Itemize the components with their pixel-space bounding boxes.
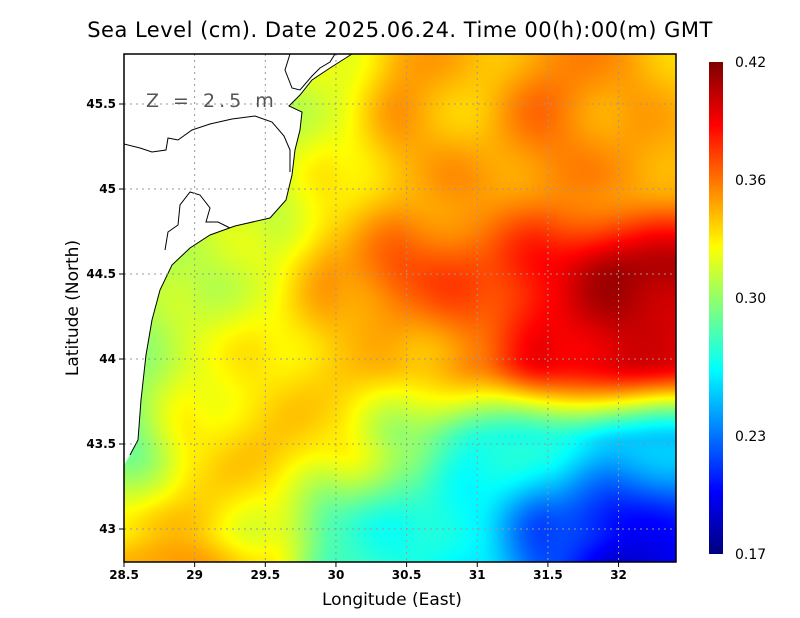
- x-tick-label: 32: [610, 568, 627, 582]
- colorbar-tick-label: 0.17: [735, 547, 766, 563]
- colorbar-tick-label: 0.30: [735, 291, 766, 307]
- coastline: [129, 53, 353, 456]
- map-title: Sea Level (cm). Date 2025.06.24. Time 00…: [87, 18, 713, 42]
- y-tick-label: 44.5: [86, 267, 116, 281]
- y-tick-label: 43.5: [86, 437, 116, 451]
- y-tick-label: 45.5: [86, 97, 116, 111]
- depth-annotation: Z = 2.5 m: [146, 90, 278, 112]
- x-tick-label: 30.5: [392, 568, 422, 582]
- y-tick-label: 44: [99, 352, 116, 366]
- colorbar-tick-label: 0.23: [735, 429, 766, 445]
- crimea-coastline: [123, 115, 291, 172]
- x-axis-label: Longitude (East): [322, 590, 462, 610]
- plot-frame: [123, 53, 677, 563]
- colorbar-tick-label: 0.36: [735, 173, 766, 189]
- colorbar-tick-label: 0.42: [735, 55, 766, 71]
- x-tick-label: 28.5: [109, 568, 139, 582]
- x-tick-label: 31.5: [533, 568, 563, 582]
- y-axis-label: Latitude (North): [63, 239, 83, 377]
- x-tick-label: 29.5: [250, 568, 280, 582]
- sea-level-field: [124, 54, 676, 562]
- x-tick-label: 29: [186, 568, 203, 582]
- colorbar: [709, 62, 723, 554]
- y-tick-label: 43: [99, 522, 116, 536]
- x-tick-label: 31: [469, 568, 486, 582]
- inlet-coastline: [164, 191, 231, 251]
- x-tick-label: 30: [328, 568, 345, 582]
- kerch-coastline: [284, 53, 336, 91]
- y-tick-label: 45: [99, 182, 116, 196]
